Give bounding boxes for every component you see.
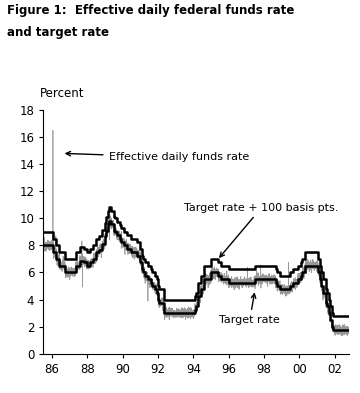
Text: Target rate + 100 basis pts.: Target rate + 100 basis pts. <box>184 202 339 257</box>
Text: and target rate: and target rate <box>7 26 109 39</box>
Text: Target rate: Target rate <box>219 294 280 325</box>
Text: Effective daily funds rate: Effective daily funds rate <box>66 151 249 162</box>
Text: Percent: Percent <box>40 87 85 100</box>
Text: Figure 1:  Effective daily federal funds rate: Figure 1: Effective daily federal funds … <box>7 4 294 17</box>
